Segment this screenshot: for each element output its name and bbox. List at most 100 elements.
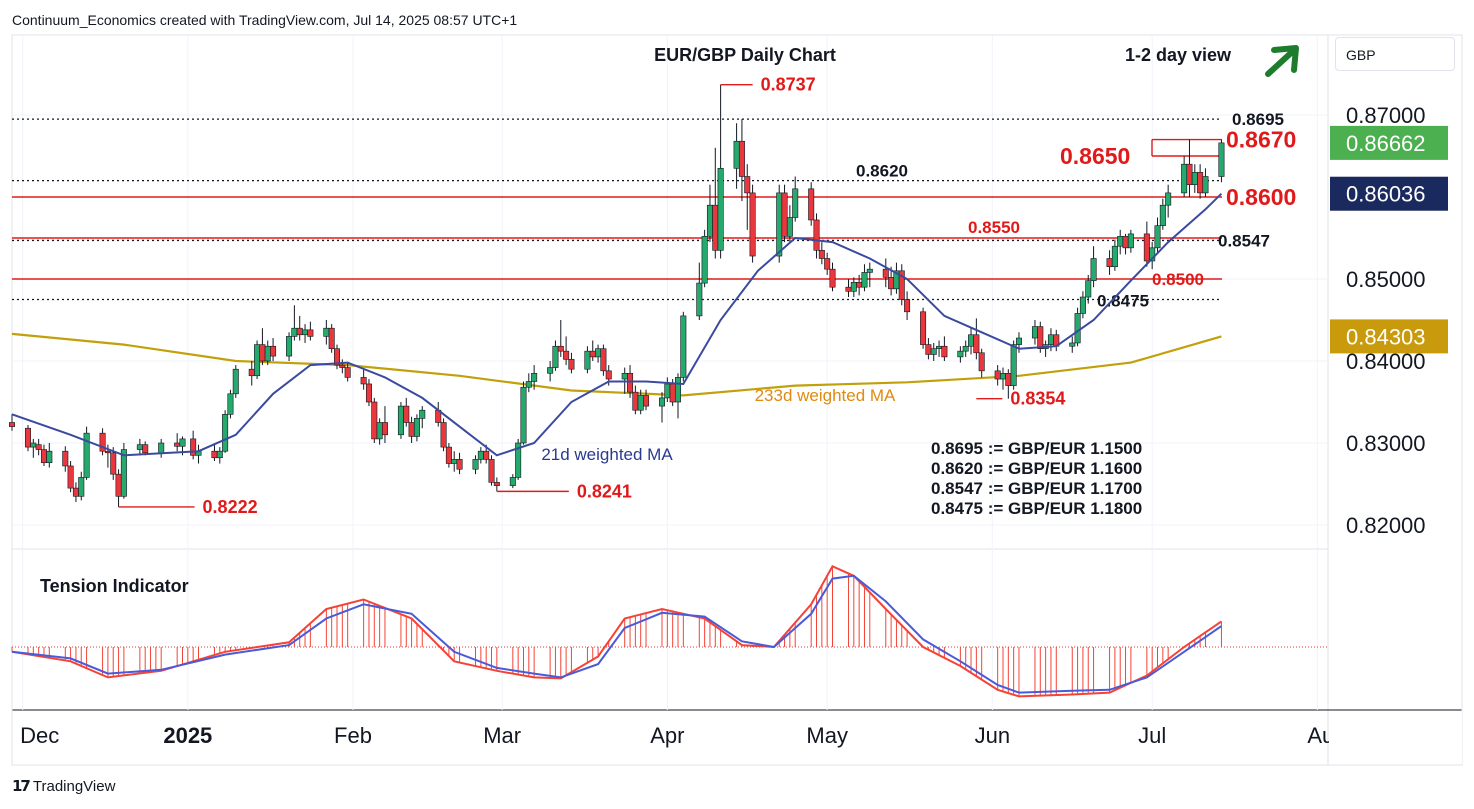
candle-body xyxy=(35,444,42,450)
candle-body xyxy=(1143,233,1150,262)
candle-body xyxy=(232,368,239,395)
candle-body xyxy=(1106,258,1113,267)
candle xyxy=(488,455,495,486)
candle-body xyxy=(248,368,255,377)
candle-body xyxy=(882,268,889,278)
candle-body xyxy=(563,350,570,360)
candle-body xyxy=(270,345,277,357)
candle xyxy=(1143,221,1150,267)
candle xyxy=(568,352,575,374)
price-axis-tick: 0.87000 xyxy=(1346,103,1426,128)
candle-body xyxy=(408,422,415,437)
candle xyxy=(1154,217,1161,253)
candle xyxy=(829,262,836,292)
candle xyxy=(920,307,927,349)
candle-body xyxy=(936,345,943,349)
candle-body xyxy=(62,450,69,467)
candle-body xyxy=(254,344,261,377)
candle xyxy=(46,443,53,468)
candle-body xyxy=(1069,342,1076,347)
candle-body xyxy=(222,413,229,452)
candle-body xyxy=(1165,192,1172,206)
candle xyxy=(744,164,751,230)
candle-body xyxy=(1074,313,1081,344)
candle xyxy=(808,182,815,226)
candle-body xyxy=(78,477,85,497)
candle-body xyxy=(371,401,378,440)
candle-body xyxy=(1181,163,1188,194)
candle xyxy=(552,340,559,371)
candle xyxy=(413,414,420,442)
candle-body xyxy=(957,350,964,358)
candle-body xyxy=(99,432,106,452)
candle-body xyxy=(1111,245,1118,267)
annotation-label: 0.8222 xyxy=(203,497,258,517)
candle-body xyxy=(493,482,500,486)
candle-body xyxy=(397,405,404,436)
time-axis-tick: Jul xyxy=(1138,723,1166,748)
candle xyxy=(813,213,820,259)
candle xyxy=(600,344,607,376)
candle-body xyxy=(621,372,628,380)
candle xyxy=(254,340,261,380)
candle xyxy=(781,184,788,243)
candle xyxy=(216,447,223,464)
candle-body xyxy=(1149,247,1156,262)
candle xyxy=(1127,229,1134,253)
level-label: 0.8695 xyxy=(1232,110,1284,129)
candle-body xyxy=(1154,225,1161,249)
level-label: 0.8600 xyxy=(1226,184,1296,210)
candle-body xyxy=(552,345,559,368)
candle-body xyxy=(786,217,793,237)
level-label: 0.8670 xyxy=(1226,127,1296,153)
candle-body xyxy=(211,450,218,459)
time-axis-tick: Jun xyxy=(975,723,1010,748)
candle-body xyxy=(531,372,538,382)
candle-body xyxy=(664,383,671,399)
candle-body xyxy=(925,344,932,355)
candle-body xyxy=(808,188,815,221)
conversion-row: 0.8695 := GBP/EUR 1.1500 xyxy=(931,439,1142,458)
candle xyxy=(67,461,74,493)
candle xyxy=(882,258,889,288)
time-axis-tick: Mar xyxy=(483,723,521,748)
candle-body xyxy=(749,192,756,257)
candle-body xyxy=(627,372,634,393)
candle xyxy=(190,430,197,460)
candle xyxy=(659,392,666,423)
conversion-row: 0.8475 := GBP/EUR 1.1800 xyxy=(931,499,1142,518)
arrow-up-right-icon xyxy=(1265,45,1299,77)
candle xyxy=(904,291,911,320)
candle-body xyxy=(46,450,53,463)
candle-body xyxy=(1090,258,1097,281)
candle xyxy=(557,320,564,357)
candle-body xyxy=(227,393,234,415)
tradingview-logo[interactable]: 17 TradingView xyxy=(12,777,115,795)
candle-body xyxy=(1197,172,1204,194)
candle-body xyxy=(898,270,905,300)
chart-frame xyxy=(11,34,1463,766)
candle-body xyxy=(413,418,420,437)
candle-body xyxy=(307,329,314,337)
level-label: 0.8620 xyxy=(856,162,908,181)
candle-body xyxy=(659,397,666,407)
candle xyxy=(563,336,570,366)
candle-body xyxy=(792,188,799,218)
candle-body xyxy=(104,450,111,454)
candle xyxy=(403,397,410,427)
candle xyxy=(222,410,229,453)
candle xyxy=(456,452,463,475)
candle xyxy=(520,381,527,445)
candle xyxy=(973,318,980,360)
level-label: 0.8547 xyxy=(1218,231,1270,250)
candle-body xyxy=(259,344,266,362)
candle xyxy=(1111,239,1118,271)
candle-body xyxy=(866,268,873,273)
candle xyxy=(786,205,793,243)
candle xyxy=(509,474,516,489)
candle xyxy=(515,438,522,480)
currency-label[interactable]: GBP xyxy=(1335,37,1455,71)
candle-body xyxy=(701,236,708,284)
candle-body xyxy=(547,367,554,374)
candle xyxy=(978,348,985,378)
